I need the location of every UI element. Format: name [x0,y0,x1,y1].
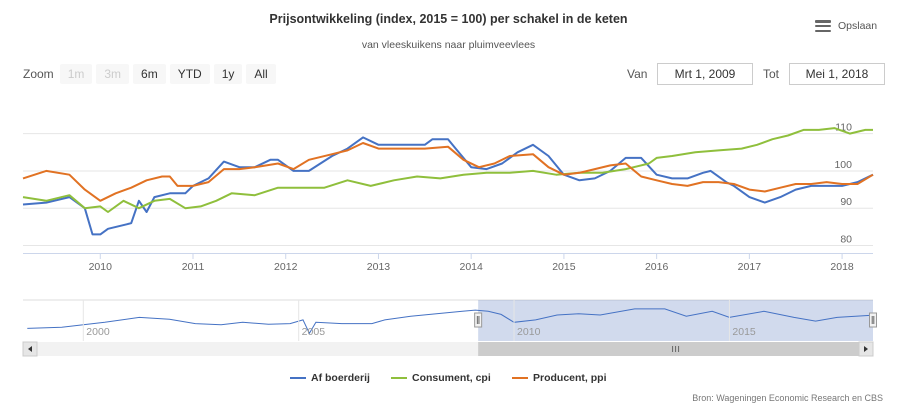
x-tick-label: 2011 [182,261,205,273]
grid [23,133,873,247]
x-tick-label: 2015 [552,261,576,273]
navigator-series [27,308,876,335]
navigator-tick-label: 2005 [302,326,326,338]
arrow-right-icon [864,346,868,352]
export-menu-label: Opslaan [838,20,878,32]
zoom-3m-button[interactable]: 3m [96,64,130,84]
series-line-af-boerderij [22,136,874,236]
series-line-consument-cpi [22,127,873,213]
zoom-label: Zoom [23,67,54,81]
legend-label: Af boerderij [311,372,370,384]
source-credit: Bron: Wageningen Economic Research en CB… [692,393,883,403]
x-tick-label: 2012 [274,261,298,273]
y-tick-label: 80 [840,234,852,246]
x-tick-label: 2016 [645,261,669,273]
x-tick-label: 2013 [367,261,391,273]
export-menu-button[interactable]: Opslaan [815,20,877,32]
legend-item-consument-cpi[interactable]: Consument, cpi [391,372,491,384]
navigator-tick-label: 2015 [732,326,756,338]
x-tick-label: 2018 [830,261,854,273]
navigator-right-handle [869,312,877,328]
navigator-tick-label: 2000 [86,326,110,338]
series-lines [22,127,874,236]
range-from-input[interactable]: Mrt 1, 2009 [657,63,753,85]
legend-item-af-boerderij[interactable]: Af boerderij [290,372,370,384]
legend-swatch [290,377,306,379]
zoom-1y-button[interactable]: 1y [213,64,243,84]
y-tick-label: 90 [840,196,852,208]
navigator-tick-label: 2010 [517,326,541,338]
range-from-label: Van [627,67,648,81]
legend-swatch [391,377,407,379]
zoom-6m-button[interactable]: 6m [133,64,166,84]
zoom-1m-button[interactable]: 1m [59,64,93,84]
chart-subtitle: van vleeskuikens naar pluimveevlees [361,39,536,51]
legend-swatch [512,377,528,379]
range-to-label: Tot [763,67,780,81]
y-tick-label: 100 [834,159,852,171]
navigator[interactable]: 2000 2005 2010 2015 [22,299,877,357]
legend-item-producent-ppi[interactable]: Producent, ppi [512,372,607,384]
zoom-ytd-button[interactable]: YTD [169,64,210,84]
hamburger-icon [815,20,831,32]
navigator-selection [478,300,873,341]
x-tick-label: 2017 [738,261,762,273]
series-line-producent-ppi [22,142,874,202]
navigator-left-handle [474,312,483,328]
arrow-left-icon [28,346,32,352]
legend-label: Consument, cpi [412,372,491,384]
legend-label: Producent, ppi [533,372,607,384]
zoom-all-button[interactable]: All [246,64,276,84]
chart-title: Prijsontwikkeling (index, 2015 = 100) pe… [269,12,628,26]
x-tick-label: 2014 [460,261,484,273]
range-to-input[interactable]: Mei 1, 2018 [789,63,885,85]
zoom-selector: Zoom 1m 3m 6m YTD 1y All [23,64,280,84]
x-tick-label: 2010 [89,261,113,273]
x-axis: 2010 2011 2012 2013 2014 2015 2016 2017 2018 [23,253,873,273]
